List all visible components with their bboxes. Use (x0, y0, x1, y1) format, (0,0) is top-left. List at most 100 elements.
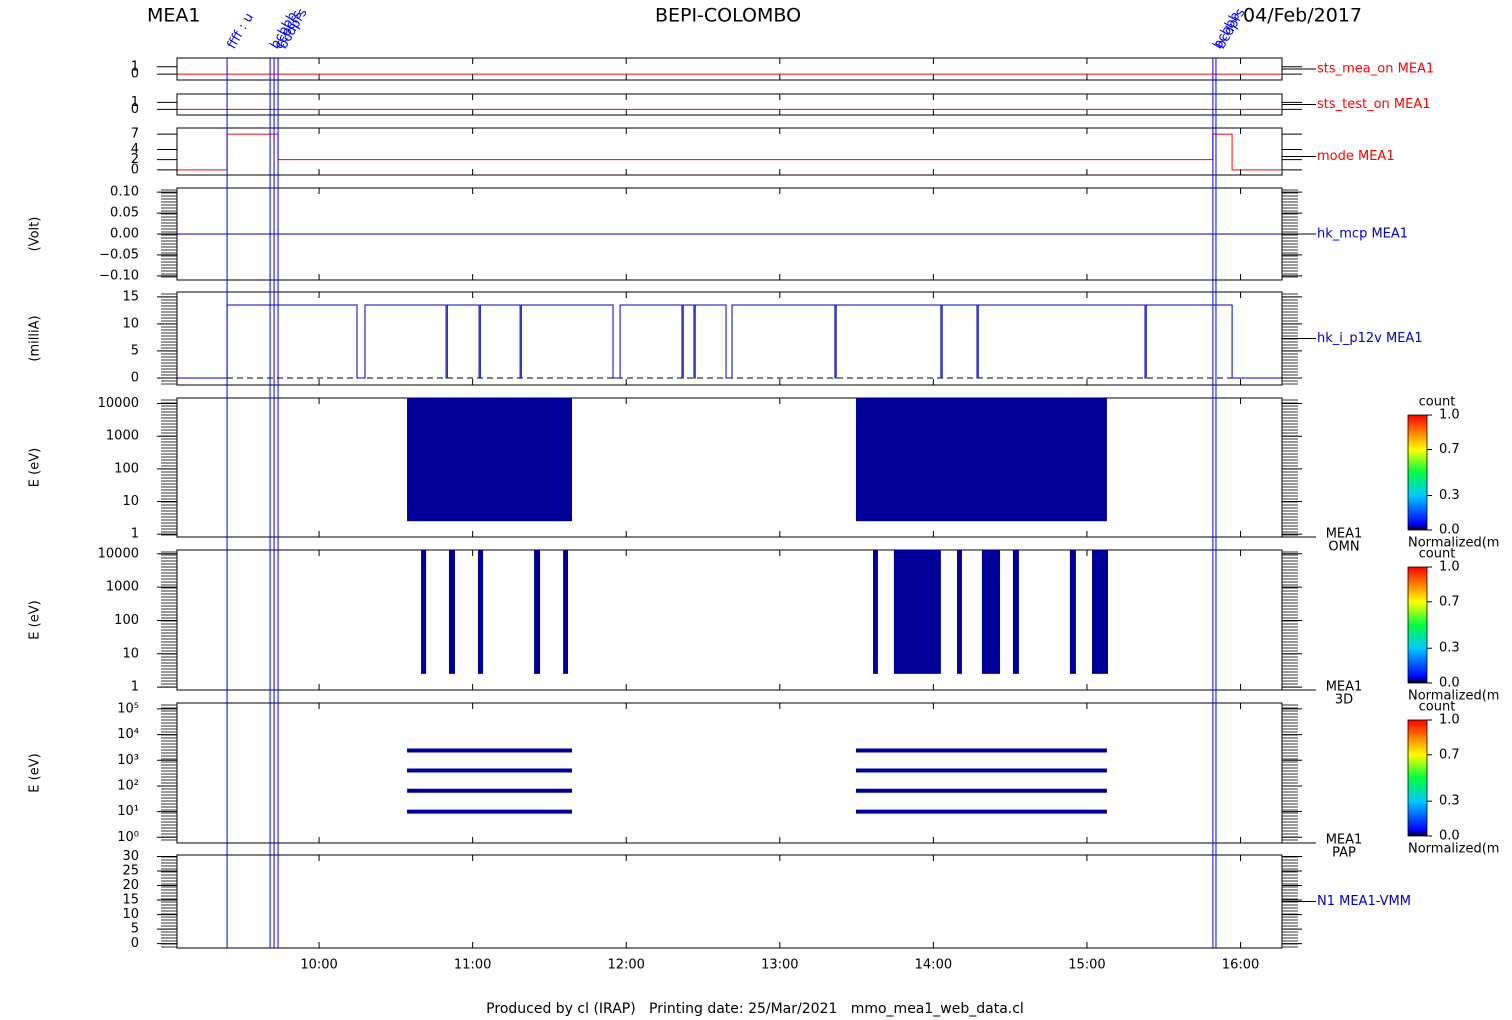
colorbar-tick-label: 0.7 (1439, 442, 1460, 457)
y-tick-label: −0.10 (99, 268, 139, 283)
panel-name: hk_i_p12v MEA1 (1317, 331, 1423, 346)
panel-subname: 3D (1335, 693, 1353, 708)
spectrogram-block (1069, 550, 1076, 674)
colorbar (1407, 414, 1428, 531)
y-tick-label: 0 (131, 102, 139, 117)
colorbar-title: count (1419, 547, 1456, 562)
y-tick-label: −0.05 (99, 247, 139, 262)
panel-frame (176, 291, 1283, 386)
x-tick-label: 14:00 (915, 958, 952, 973)
event-label: ffff : u (225, 11, 257, 52)
y-tick-label: 10² (117, 778, 139, 793)
y-tick-label: 0 (131, 162, 139, 177)
y-tick-label: 0 (131, 370, 139, 385)
spectrogram-block (448, 550, 455, 674)
y-axis-label: (milliA) (28, 315, 43, 361)
panel-frame (176, 57, 1283, 81)
y-tick-label: 100 (114, 461, 139, 476)
footer: Produced by cl (IRAP) Printing date: 25/… (486, 1001, 1024, 1017)
y-tick-label: 10 (122, 494, 139, 509)
spectrogram-block (873, 550, 878, 674)
panel-name: MEA1 (1326, 833, 1363, 848)
x-tick-label: 16:00 (1222, 958, 1259, 973)
y-tick-label: 0.10 (110, 185, 139, 200)
data-line (177, 304, 1282, 379)
x-tick-label: 12:00 (607, 958, 644, 973)
x-tick-label: 10:00 (300, 958, 337, 973)
y-axis-label: (Volt) (28, 217, 43, 252)
y-tick-label: 10⁵ (117, 701, 139, 716)
spectrogram-block (421, 550, 427, 674)
y-tick-label: 1 (131, 527, 139, 542)
y-tick-label: 0 (131, 67, 139, 82)
colorbar-label: Normalized(m (1408, 536, 1499, 551)
y-tick-label: 10 (122, 316, 139, 331)
y-tick-label: 10 (122, 646, 139, 661)
y-tick-label: 1 (131, 95, 139, 110)
colorbar-tick-label: 0.3 (1439, 794, 1460, 809)
colorbar-tick-label: 1.0 (1439, 408, 1460, 423)
panel-name: MEA1 (1326, 527, 1363, 542)
panel-frame (176, 127, 1283, 176)
spectrogram-block (893, 550, 941, 674)
panel-name: hk_mcp MEA1 (1317, 227, 1408, 242)
y-tick-label: 1000 (106, 580, 139, 595)
y-tick-label: 10000 (98, 546, 139, 561)
colorbar-title: count (1419, 700, 1456, 715)
chart-title: BEPI-COLOMBO (655, 5, 801, 27)
colorbar-tick-label: 0.7 (1439, 747, 1460, 762)
colorbar (1407, 566, 1428, 684)
y-tick-label: 15 (122, 893, 139, 908)
spectrogram-block (407, 398, 573, 522)
y-tick-label: 15 (122, 289, 139, 304)
y-tick-label: 10¹ (117, 804, 139, 819)
y-tick-label: 10⁴ (117, 727, 139, 742)
y-tick-label: 0.00 (110, 227, 139, 242)
colorbar (1407, 719, 1428, 837)
y-tick-label: 10000 (98, 396, 139, 411)
y-tick-label: 10⁰ (117, 830, 139, 845)
panel-frame (176, 397, 1283, 538)
spectrogram-block (981, 550, 1001, 674)
spectrogram-block (855, 398, 1107, 522)
y-tick-label: 20 (122, 878, 139, 893)
colorbar-tick-label: 1.0 (1439, 560, 1460, 575)
y-axis-label: E (eV) (28, 600, 43, 639)
y-tick-label: 0.05 (110, 206, 139, 221)
y-tick-label: 4 (131, 142, 139, 157)
x-tick-label: 15:00 (1068, 958, 1105, 973)
y-tick-label: 10³ (117, 753, 139, 768)
colorbar-tick-label: 0.7 (1439, 594, 1460, 609)
colorbar-tick-label: 1.0 (1439, 713, 1460, 728)
x-tick-label: 11:00 (454, 958, 491, 973)
colorbar-label: Normalized(m (1408, 842, 1499, 857)
y-axis-label: E (eV) (28, 448, 43, 487)
panel-frame (176, 702, 1283, 844)
panel-name: sts_mea_on MEA1 (1317, 62, 1434, 77)
spectrogram-block (1092, 550, 1108, 674)
colorbar-tick-label: 0.0 (1439, 676, 1460, 691)
panel-subname: PAP (1332, 846, 1356, 861)
date-label: 04/Feb/2017 (1243, 5, 1362, 27)
y-tick-label: 10 (122, 907, 139, 922)
panel-subname: OMN (1328, 540, 1359, 555)
y-tick-label: 5 (131, 922, 139, 937)
y-tick-label: 2 (131, 152, 139, 167)
panel-name: mode MEA1 (1317, 149, 1395, 164)
y-tick-label: 5 (131, 343, 139, 358)
y-tick-label: 1000 (106, 429, 139, 444)
spectrogram-block (1012, 550, 1019, 674)
panel-name: sts_test_on MEA1 (1317, 97, 1431, 112)
y-tick-label: 1 (131, 680, 139, 695)
panel-name: N1 MEA1-VMM (1317, 894, 1411, 909)
y-tick-label: 1 (131, 59, 139, 74)
panel-frame (176, 854, 1283, 949)
spectrogram-block (563, 550, 569, 674)
y-tick-label: 30 (122, 849, 139, 864)
y-tick-label: 0 (131, 936, 139, 951)
colorbar-title: count (1419, 395, 1456, 410)
colorbar-label: Normalized(m (1408, 689, 1499, 704)
instrument-label: MEA1 (147, 5, 200, 27)
spectrogram-block (534, 550, 541, 674)
